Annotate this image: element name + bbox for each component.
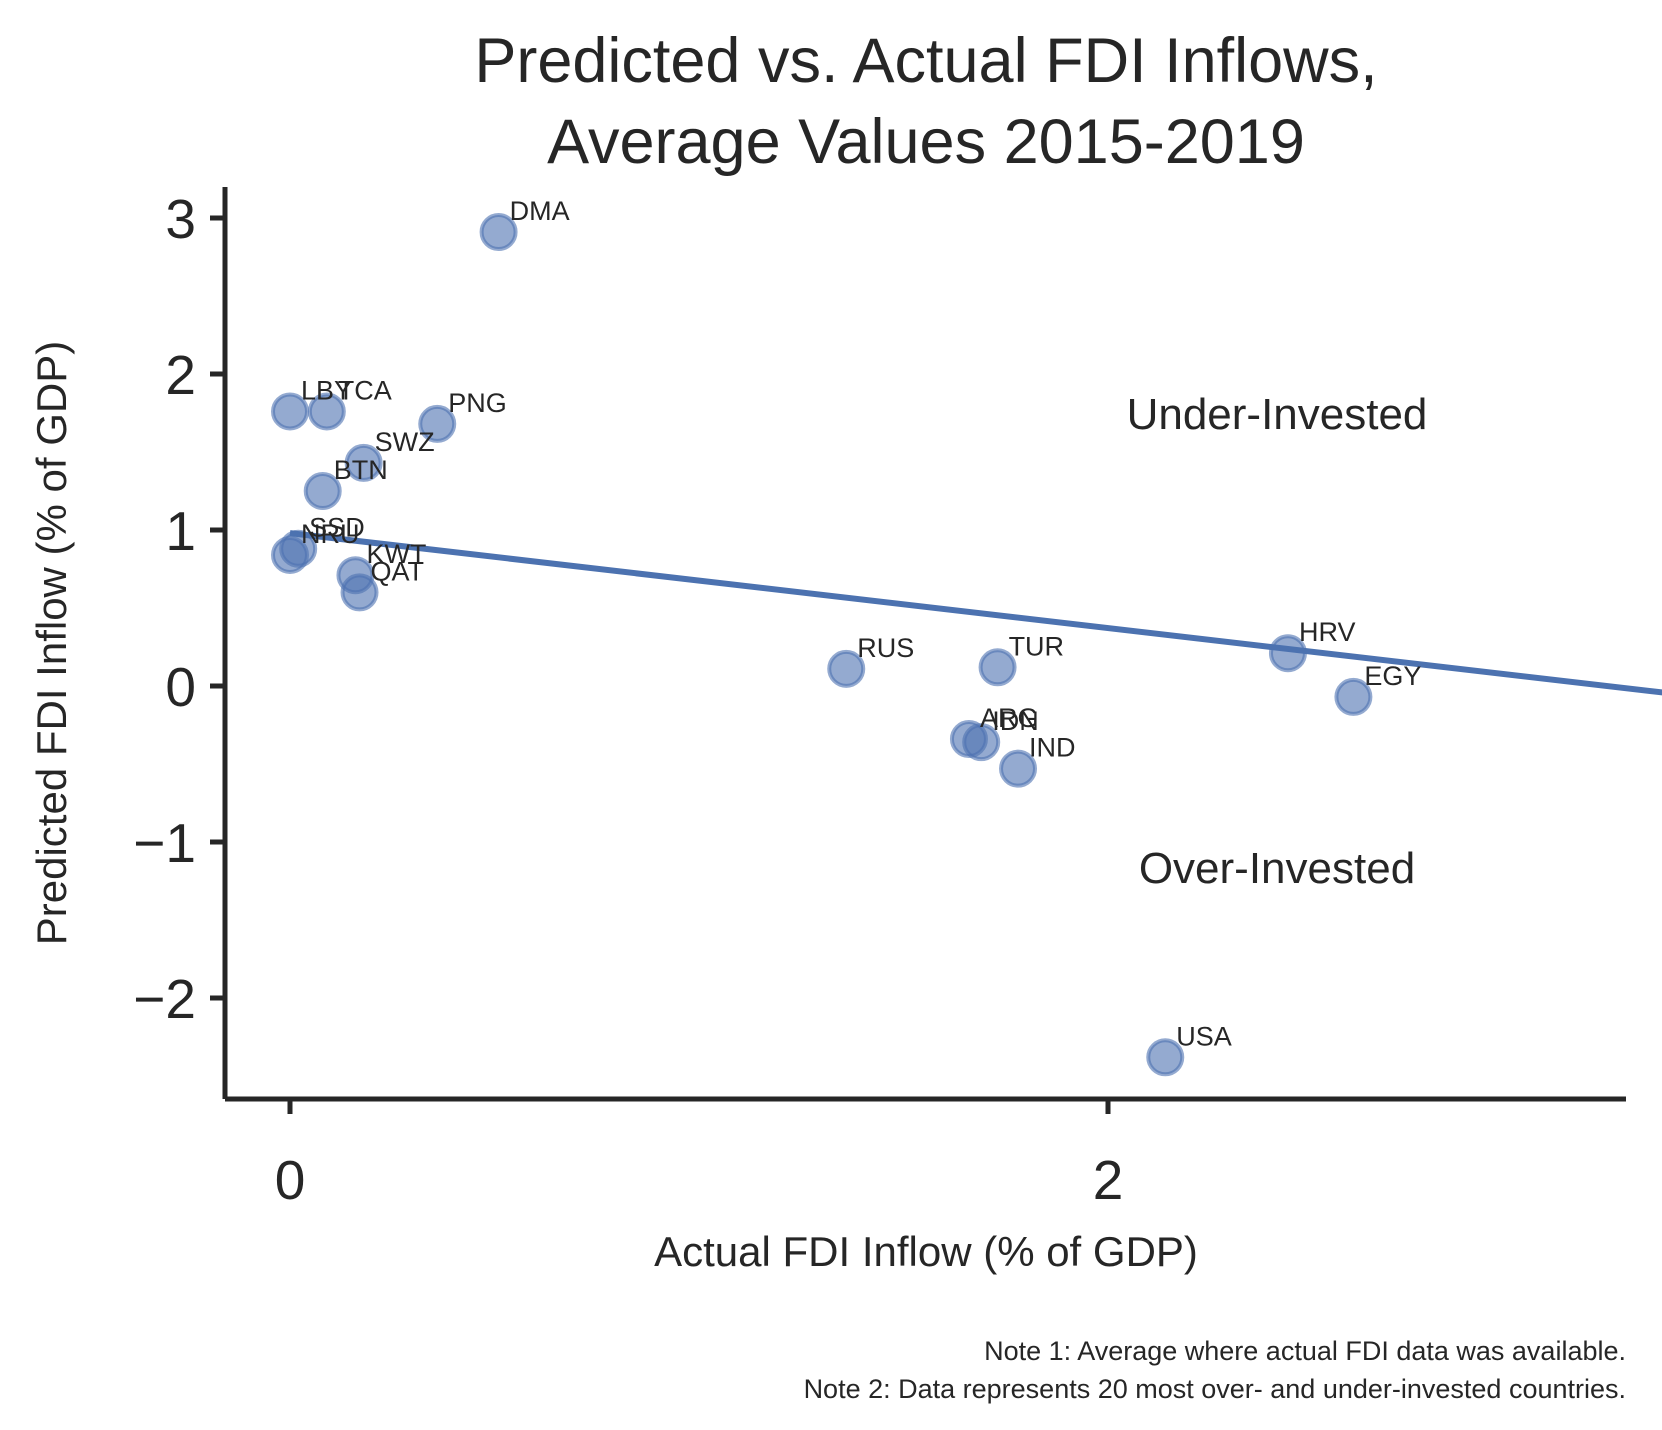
- note-1: Note 1: Average where actual FDI data wa…: [984, 1336, 1626, 1366]
- x-axis-ticks: 0246: [275, 1099, 1124, 1211]
- point-label-png: PNG: [448, 388, 507, 418]
- point-label-tur: TUR: [1009, 631, 1065, 661]
- point-label-tca: TCA: [338, 375, 392, 405]
- point-label-dma: DMA: [510, 196, 570, 226]
- data-point-idn: [962, 723, 1001, 762]
- point-label-arg: ARG: [980, 703, 1039, 733]
- data-point-rus: [827, 649, 866, 688]
- point-label-swz: SWZ: [375, 427, 435, 457]
- y-tick-label: 3: [165, 188, 196, 250]
- y-tick-label: −1: [133, 812, 196, 874]
- x-tick-label: 2: [1093, 1149, 1124, 1211]
- data-point-dma: [479, 213, 518, 252]
- point-label-usa: USA: [1176, 1021, 1232, 1051]
- y-tick-label: 0: [165, 656, 196, 718]
- point-label-kwt: KWT: [366, 539, 426, 569]
- over-invested-label: Over-Invested: [1139, 844, 1415, 893]
- data-point-swz: [344, 443, 383, 482]
- data-point-tca: [307, 392, 346, 431]
- data-point-btn: [303, 472, 342, 510]
- chart-title-line-1: Predicted vs. Actual FDI Inflows,: [474, 26, 1377, 96]
- y-axis-label: Predicted FDI Inflow (% of GDP): [28, 341, 75, 946]
- trend-line: [289, 530, 1662, 696]
- note-2: Note 2: Data represents 20 most over- an…: [804, 1374, 1626, 1404]
- x-axis-label: Actual FDI Inflow (% of GDP): [654, 1228, 1198, 1275]
- chart-title-line-2: Average Values 2015-2019: [547, 107, 1305, 177]
- y-tick-label: 1: [165, 500, 196, 562]
- data-point-nru: [271, 535, 309, 574]
- data-point-qat: [340, 573, 379, 612]
- data-point-usa: [1146, 1038, 1185, 1077]
- point-label-lby: LBY: [301, 375, 352, 405]
- point-label-nru: NRU: [301, 519, 360, 549]
- data-point-tur: [978, 648, 1017, 687]
- point-label-hrv: HRV: [1299, 617, 1356, 647]
- data-point-png: [418, 404, 457, 443]
- point-label-ssd: SSD: [309, 513, 365, 543]
- y-axis-ticks: 3 2 1 0 −1 −2: [133, 188, 225, 1030]
- data-point-ind: [999, 749, 1038, 788]
- y-tick-label: −2: [133, 968, 196, 1030]
- point-label-btn: BTN: [334, 455, 388, 485]
- point-label-idn: IDN: [992, 706, 1038, 736]
- data-point-egy: [1334, 677, 1373, 716]
- x-tick-label: 0: [275, 1149, 306, 1211]
- point-label-rus: RUS: [857, 633, 914, 663]
- y-tick-label: 2: [165, 344, 196, 406]
- point-label-egy: EGY: [1364, 661, 1421, 691]
- under-invested-label: Under-Invested: [1127, 390, 1428, 439]
- point-label-ind: IND: [1029, 733, 1076, 763]
- data-point-lby: [271, 392, 309, 431]
- point-label-qat: QAT: [371, 556, 425, 586]
